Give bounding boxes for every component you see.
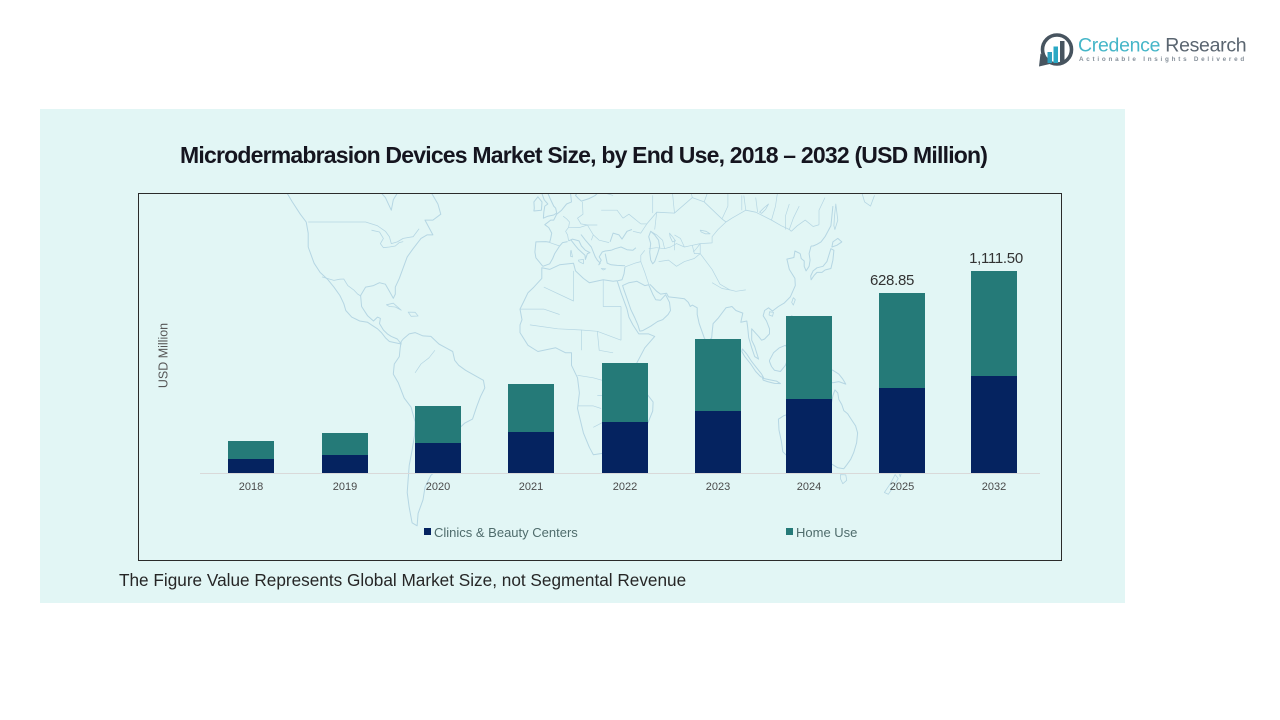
svg-text:Credence Research: Credence Research [1078, 35, 1246, 57]
svg-text:Actionable Insights Delivered: Actionable Insights Delivered [1079, 56, 1247, 63]
